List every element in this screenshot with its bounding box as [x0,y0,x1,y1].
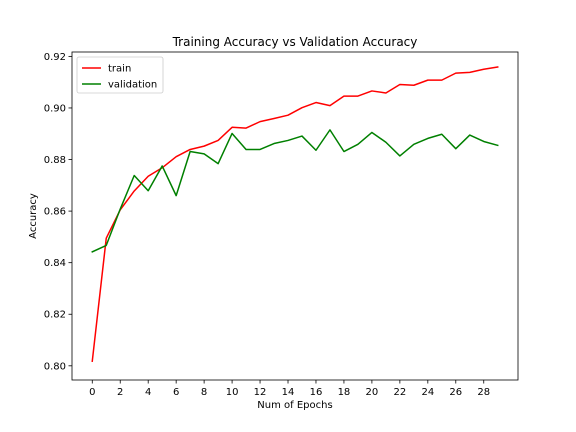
x-tick-label: 4 [145,387,151,398]
y-tick-label: 0.84 [44,258,66,269]
y-axis-label: Accuracy [28,193,39,239]
x-tick-label: 20 [366,387,379,398]
y-tick-label: 0.88 [44,155,66,166]
y-tick-label: 0.90 [44,103,66,114]
plot-area [91,66,499,363]
x-tick-label: 0 [89,387,95,398]
y-axis: 0.80 0.82 0.84 0.86 0.88 0.90 0.92 [44,52,72,372]
x-tick-label: 16 [310,387,323,398]
x-tick-label: 18 [338,387,351,398]
x-axis-label: Num of Epochs [257,400,332,411]
legend: train validation [76,56,164,94]
x-tick-label: 26 [449,387,462,398]
x-tick-label: 28 [477,387,490,398]
legend-label-validation: validation [108,80,157,91]
y-tick-label: 0.86 [44,207,66,218]
series-line-validation [91,129,499,253]
x-tick-label: 12 [254,387,267,398]
x-tick-label: 22 [393,387,406,398]
legend-label-train: train [108,64,131,75]
y-tick-label: 0.92 [44,52,66,63]
x-tick-label: 10 [226,387,239,398]
x-axis: 0 2 4 6 8 10 12 14 16 18 20 22 24 26 28 [89,380,490,398]
x-tick-label: 6 [173,387,179,398]
x-tick-label: 24 [421,387,434,398]
plot-frame [71,51,519,381]
x-tick-label: 2 [117,387,123,398]
chart-title: Training Accuracy vs Validation Accuracy [172,35,418,49]
x-tick-label: 8 [201,387,207,398]
y-tick-label: 0.80 [44,361,66,372]
y-tick-label: 0.82 [44,310,66,321]
x-tick-label: 14 [282,387,295,398]
